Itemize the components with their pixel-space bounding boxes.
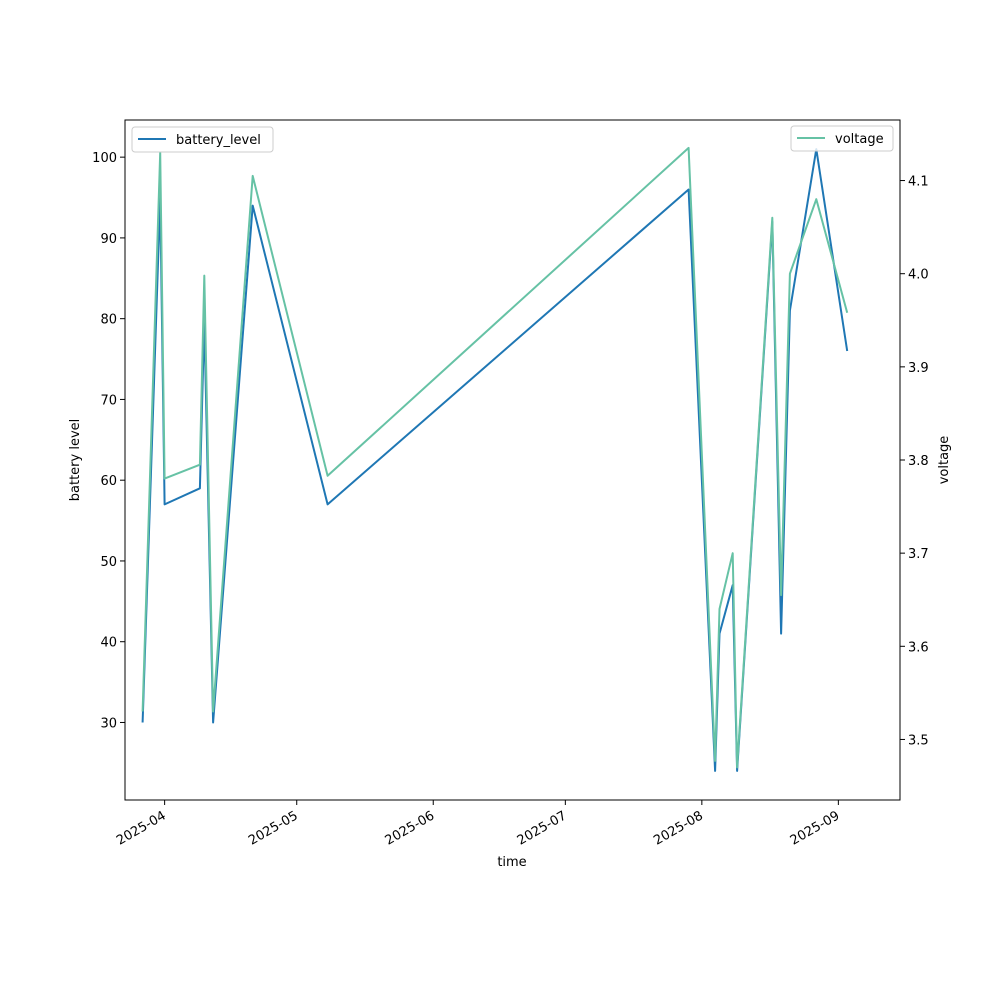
y-left-tick-label: 40 <box>100 636 117 651</box>
y-right-tick-label: 3.9 <box>908 361 929 376</box>
legend-battery-level: battery_level <box>131 126 274 153</box>
y-left-tick-label: 30 <box>100 716 117 731</box>
x-tick-label: 2025-08 <box>651 808 706 848</box>
x-tick-label: 2025-04 <box>114 808 169 848</box>
y-left-tick-label: 80 <box>100 313 117 328</box>
series-line-battery-level <box>141 148 849 772</box>
y-left-tick-label: 90 <box>100 232 117 247</box>
x-tick-label: 2025-09 <box>788 808 843 848</box>
y-left-tick-label: 50 <box>100 555 117 570</box>
y-left-tick-label: 100 <box>92 151 117 166</box>
y-left-tick-label: 70 <box>100 393 117 408</box>
y-axis-right-label: voltage <box>937 436 952 485</box>
x-tick-label: 2025-06 <box>383 808 438 848</box>
legend-label: battery_level <box>176 133 261 148</box>
x-axis: 2025-04 2025-05 2025-06 2025-07 2025-08 2025-… <box>114 800 842 849</box>
plot-frame <box>124 119 901 801</box>
y-axis-right: 3.5 3.6 3.7 3.8 3.9 4.0 4.1 <box>900 175 929 748</box>
legend-voltage: voltage <box>790 125 894 152</box>
y-right-tick-label: 3.6 <box>908 640 929 655</box>
y-right-tick-label: 4.0 <box>908 268 929 283</box>
y-right-tick-label: 3.5 <box>908 733 929 748</box>
x-tick-label: 2025-05 <box>246 808 301 848</box>
y-right-tick-label: 4.1 <box>908 175 929 190</box>
plot-area <box>124 119 901 801</box>
legend-box <box>131 126 274 153</box>
series-line-voltage <box>141 146 849 769</box>
y-left-tick-label: 60 <box>100 474 117 489</box>
legend-label: voltage <box>835 132 884 147</box>
y-axis-left: 30 40 50 60 70 80 90 100 <box>92 151 125 731</box>
y-right-tick-label: 3.8 <box>908 454 929 469</box>
x-tick-label: 2025-07 <box>515 808 570 848</box>
y-axis-left-label: battery level <box>68 419 83 502</box>
legend-box <box>790 125 894 152</box>
x-axis-label: time <box>497 855 526 870</box>
y-right-tick-label: 3.7 <box>908 547 929 562</box>
